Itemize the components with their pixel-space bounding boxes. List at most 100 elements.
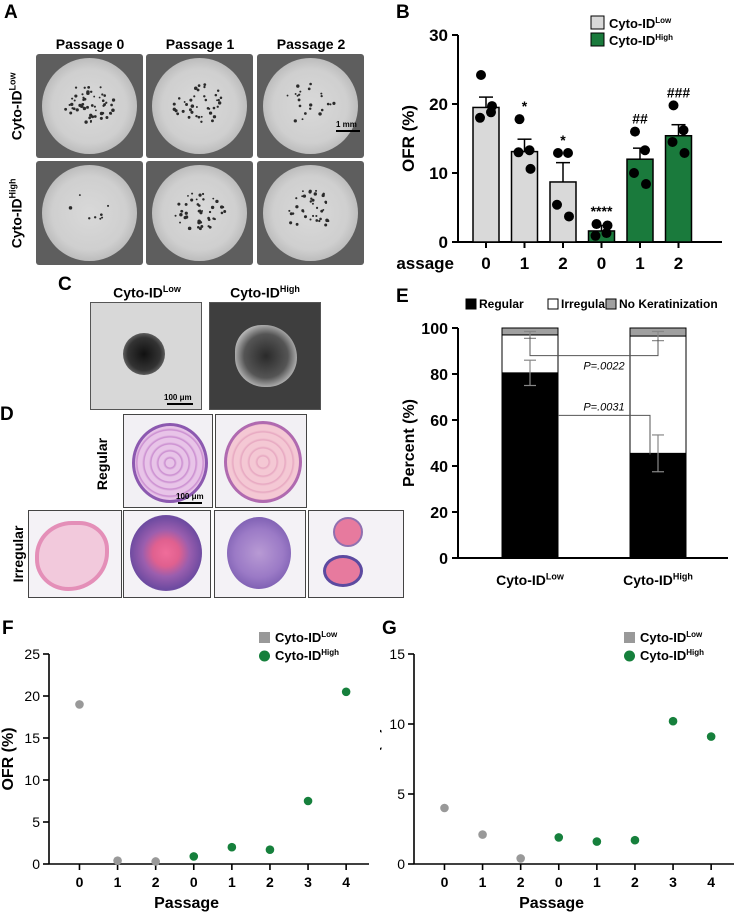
- legend-swatch-low: [624, 632, 635, 643]
- organoid-dot: [294, 92, 297, 95]
- organoid-dot: [212, 115, 217, 119]
- y-tick-label: 100: [421, 321, 448, 338]
- legend-swatch-high: [259, 650, 270, 662]
- organoid-dot: [183, 101, 186, 103]
- y-tick-label: 80: [430, 367, 448, 384]
- row-label-cyto-id-high: Cyto-IDHigh: [7, 178, 25, 249]
- col-header-passage-0: Passage 0: [55, 36, 125, 52]
- organoid-dot: [107, 204, 110, 207]
- organoid-dot: [326, 102, 330, 106]
- histology-regular-1: [123, 414, 213, 508]
- y-tick-label: 15: [389, 646, 405, 662]
- organoid-image-low: [90, 302, 202, 410]
- organoid-dot: [200, 225, 204, 228]
- y-tick-label: 15: [24, 730, 40, 746]
- organoid-dot: [295, 197, 298, 200]
- well-image: [257, 54, 364, 158]
- organoid-dot: [212, 197, 215, 200]
- bar: [472, 106, 500, 243]
- organoid-dot: [73, 99, 76, 102]
- organoid-dot: [221, 205, 225, 209]
- organoid-dot: [207, 225, 210, 228]
- x-tick-label: 1: [593, 874, 601, 890]
- organoid-dot: [187, 226, 192, 231]
- data-point: [629, 168, 639, 178]
- organoid-dot: [82, 96, 85, 99]
- keratinization-stacked-bar-chart: 0 20 40 60 80 100 Percent (%) Cyto-IDLow Cyto-ID…: [401, 297, 728, 588]
- organoid-dot: [216, 99, 218, 102]
- organoid-dot: [180, 209, 184, 213]
- organoid-dot: [309, 107, 312, 110]
- organoid-dot: [111, 98, 116, 102]
- organoid-dot: [191, 192, 194, 195]
- organoid-dot: [302, 210, 305, 213]
- organoid-dot: [176, 112, 180, 116]
- x-tick-label: 4: [342, 874, 350, 890]
- legend-label-low: Cyto-IDLow: [640, 630, 703, 645]
- panel-letter-d: D: [0, 404, 14, 425]
- data-point: [630, 126, 640, 137]
- col-header-passage-2: Passage 2: [276, 36, 346, 52]
- data-point: [667, 136, 678, 147]
- panel-letter-e: E: [396, 286, 409, 307]
- organoid-dot: [286, 94, 289, 97]
- organoid-dot: [200, 120, 203, 123]
- organoid-image-high: [209, 302, 321, 410]
- label-regular: Regular: [94, 437, 110, 491]
- y-tick-label: 10: [24, 772, 40, 788]
- data-point: [487, 101, 497, 112]
- organoid-dot: [93, 95, 96, 98]
- x-tick-label: 0: [555, 874, 563, 890]
- organoid-dot: [208, 111, 213, 115]
- organoid-dot: [111, 108, 115, 113]
- organoid-dot: [90, 104, 94, 107]
- organoid-dot: [313, 192, 317, 196]
- organoid-dot: [86, 105, 89, 109]
- organoid-dot: [318, 112, 322, 116]
- organoid-dot: [210, 119, 214, 123]
- organoid-dot: [197, 220, 201, 225]
- organoid-dot: [179, 213, 183, 217]
- data-point: [590, 230, 601, 241]
- organoid-dot: [189, 98, 193, 102]
- organoid-dot: [308, 189, 312, 193]
- data-point: [591, 219, 602, 230]
- data-point: [525, 163, 536, 174]
- y-tick-label: 25: [24, 646, 40, 662]
- organoid-dot: [309, 82, 312, 86]
- organoid-dot: [219, 96, 223, 100]
- histology-irregular-2: [123, 510, 211, 598]
- organoid-dot: [185, 103, 189, 106]
- organoid-dot: [190, 198, 194, 202]
- x-tick-label: 2: [517, 874, 525, 890]
- organoid-dot: [174, 214, 177, 217]
- well-image: [146, 54, 253, 158]
- data-point: [475, 112, 485, 123]
- organoid-dot: [105, 116, 109, 120]
- organoid-dot: [303, 112, 307, 115]
- data-point: [478, 830, 487, 839]
- data-point: [563, 147, 573, 158]
- p-value-2: P=.0031: [583, 401, 624, 413]
- organoid-dot: [81, 93, 84, 96]
- y-axis-label: OFR (%): [380, 727, 382, 790]
- organoid-dot: [199, 211, 203, 215]
- organoid-dot: [303, 215, 308, 219]
- y-tick-label: 40: [430, 459, 448, 476]
- x-tick-label: 0: [76, 874, 84, 890]
- panel-letter-f: F: [2, 618, 14, 639]
- y-axis-label: OFR (%): [399, 105, 418, 172]
- organoid-dot: [98, 96, 101, 99]
- organoid-dot: [315, 189, 318, 192]
- organoid-dot: [295, 205, 299, 209]
- organoid-dot: [216, 89, 220, 93]
- organoid-dot: [299, 90, 302, 93]
- organoid-dot: [177, 202, 181, 206]
- legend-label-high: Cyto-IDHigh: [609, 33, 673, 48]
- organoid-dot: [201, 210, 204, 212]
- scale-bar-label-c: 100 μm: [164, 393, 192, 402]
- data-point: [679, 147, 690, 158]
- ofr-scatter-chart-g: 0 5 10 15 0 1 2 0 1 2 3 4 Passage OFR (%) Cyto-IDLow Cy…: [380, 630, 734, 912]
- organoid-dot: [315, 214, 318, 218]
